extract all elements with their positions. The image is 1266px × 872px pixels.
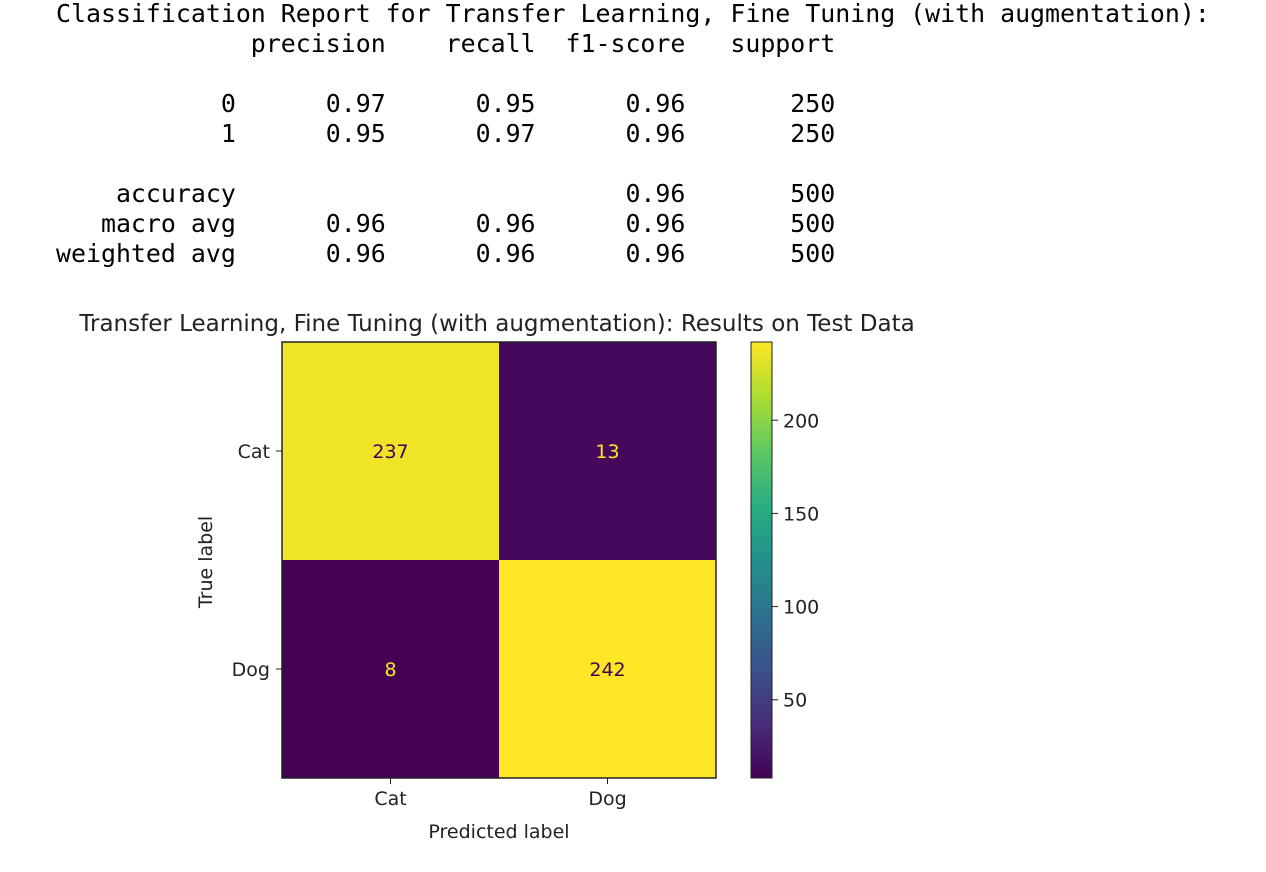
cell-value: 242 [589, 659, 625, 681]
y-tick-label: Cat [238, 441, 270, 463]
colorbar [750, 341, 773, 779]
colorbar-tick-label: 200 [783, 410, 819, 432]
y-tick-label: Dog [232, 659, 270, 681]
report-header: precision recall f1-score support [56, 29, 836, 58]
colorbar-ticks: 50 100 150 200 [772, 410, 819, 712]
report-row: 0 0.97 0.95 0.96 250 [56, 89, 836, 118]
matrix-cell [499, 342, 716, 560]
colorbar-tick-label: 50 [783, 690, 807, 712]
colorbar-tick-label: 100 [783, 597, 819, 619]
report-row: weighted avg 0.96 0.96 0.96 500 [56, 239, 836, 268]
report-blank [56, 59, 1210, 89]
confusion-matrix-chart: Transfer Learning, Fine Tuning (with aug… [78, 311, 914, 843]
classification-report: Classification Report for Transfer Learn… [56, 0, 1210, 269]
matrix-cells: 237 13 8 242 [282, 342, 716, 778]
report-title: Classification Report for Transfer Learn… [56, 0, 1210, 28]
cell-value: 237 [372, 441, 408, 463]
x-tick-label: Dog [588, 788, 626, 810]
axis-ticks: Cat Dog Cat Dog [232, 441, 627, 810]
report-row: 1 0.95 0.97 0.96 250 [56, 119, 836, 148]
matrix-cell [282, 560, 499, 778]
x-tick-label: Cat [374, 788, 406, 810]
report-blank [56, 149, 1210, 179]
report-row: macro avg 0.96 0.96 0.96 500 [56, 209, 836, 238]
matrix-cell [282, 342, 499, 560]
chart-title: Transfer Learning, Fine Tuning (with aug… [78, 311, 914, 337]
colorbar-tick-label: 150 [783, 503, 819, 525]
report-row: accuracy 0.96 500 [56, 179, 836, 208]
cell-value: 8 [384, 659, 396, 681]
cell-value: 13 [595, 441, 619, 463]
matrix-frame [281, 341, 717, 779]
y-axis-label: True label [195, 516, 217, 609]
matrix-cell [499, 560, 716, 778]
x-axis-label: Predicted label [428, 821, 569, 843]
